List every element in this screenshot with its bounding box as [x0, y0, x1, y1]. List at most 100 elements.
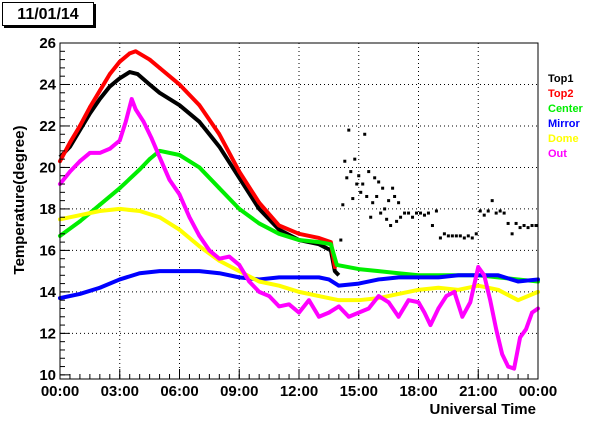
data-point [98, 286, 102, 290]
data-point [297, 290, 301, 294]
data-point [178, 192, 181, 196]
data-point [450, 234, 454, 238]
data-point [98, 151, 102, 155]
data-point [379, 211, 383, 215]
data-point [277, 284, 281, 288]
data-point [530, 224, 534, 228]
series-top1 [58, 70, 538, 277]
data-point [317, 275, 321, 279]
data-point [466, 234, 470, 238]
data-point [353, 157, 357, 161]
data-point [524, 327, 528, 331]
data-point [371, 201, 375, 205]
data-point [494, 327, 498, 331]
y-tick-label: 20 [39, 159, 56, 176]
legend-entry-center: Center [548, 103, 584, 115]
data-point [317, 294, 321, 298]
data-point [417, 300, 420, 304]
data-point [337, 298, 341, 302]
data-point [237, 275, 241, 279]
data-point [474, 232, 478, 236]
data-point [158, 269, 162, 273]
data-point [407, 211, 411, 215]
data-point [518, 336, 522, 340]
data-point [148, 157, 152, 161]
data-point [158, 66, 162, 70]
data-point [337, 304, 341, 308]
x-tick-label: 21:00 [459, 383, 497, 400]
data-point [158, 149, 162, 153]
data-point [339, 238, 343, 242]
data-point [377, 180, 381, 184]
data-point [329, 242, 333, 246]
data-point [277, 224, 281, 228]
data-point [347, 315, 351, 319]
x-tick-label: 00:00 [41, 383, 79, 400]
x-tick-label: 03:00 [101, 383, 139, 400]
series-dome [58, 206, 540, 303]
data-point [387, 199, 391, 203]
data-point [436, 275, 440, 279]
data-point [217, 186, 221, 190]
data-point [237, 207, 241, 211]
data-point [476, 265, 480, 269]
data-point [217, 271, 221, 275]
data-point [142, 120, 146, 124]
y-tick-label: 14 [39, 284, 56, 301]
data-point [78, 219, 82, 223]
data-point [428, 323, 432, 327]
legend-entry-top1: Top1 [548, 73, 573, 85]
data-point [351, 197, 355, 201]
data-point [516, 280, 520, 284]
data-point [417, 275, 420, 279]
data-point [237, 263, 241, 267]
data-point [418, 211, 422, 215]
data-point [158, 155, 162, 159]
data-point [462, 236, 466, 240]
data-point [78, 213, 82, 217]
x-tick-label: 06:00 [160, 383, 198, 400]
data-point [138, 209, 142, 213]
data-point [395, 219, 399, 223]
data-point [98, 203, 102, 207]
legend-entry-top2: Top2 [548, 88, 573, 100]
data-point [297, 311, 301, 315]
data-point [496, 288, 500, 292]
data-point [442, 232, 446, 236]
data-point [482, 213, 486, 217]
data-point [470, 236, 474, 240]
data-point [134, 107, 138, 111]
data-point [168, 178, 172, 182]
data-point [397, 271, 401, 275]
data-point [514, 221, 518, 225]
data-point [118, 207, 122, 211]
data-point [355, 182, 359, 186]
series-out [58, 97, 540, 371]
data-point [118, 138, 122, 142]
data-point [393, 194, 397, 198]
axis-layer: 10 12 14 16 18 20 22 24 26 00:00 03:00 06:00 09:00 12… [39, 35, 557, 400]
data-point [357, 267, 361, 271]
data-point [391, 186, 395, 190]
data-point [237, 170, 241, 174]
data-point [345, 176, 349, 180]
y-tick-label: 24 [39, 76, 56, 93]
data-point [426, 211, 430, 215]
data-point [446, 234, 450, 238]
data-point [500, 352, 504, 356]
data-point [369, 215, 373, 219]
data-point [436, 273, 440, 277]
data-point [118, 60, 122, 64]
series-line [58, 269, 540, 301]
data-point [486, 209, 490, 213]
data-point [78, 159, 82, 163]
data-point [490, 199, 494, 203]
data-point [407, 298, 411, 302]
data-point [207, 248, 211, 252]
legend-layer: Top1 Top2 Center Mirror Dome Out [548, 73, 584, 160]
data-point [534, 224, 538, 228]
data-point [68, 170, 72, 174]
data-point [327, 277, 331, 281]
